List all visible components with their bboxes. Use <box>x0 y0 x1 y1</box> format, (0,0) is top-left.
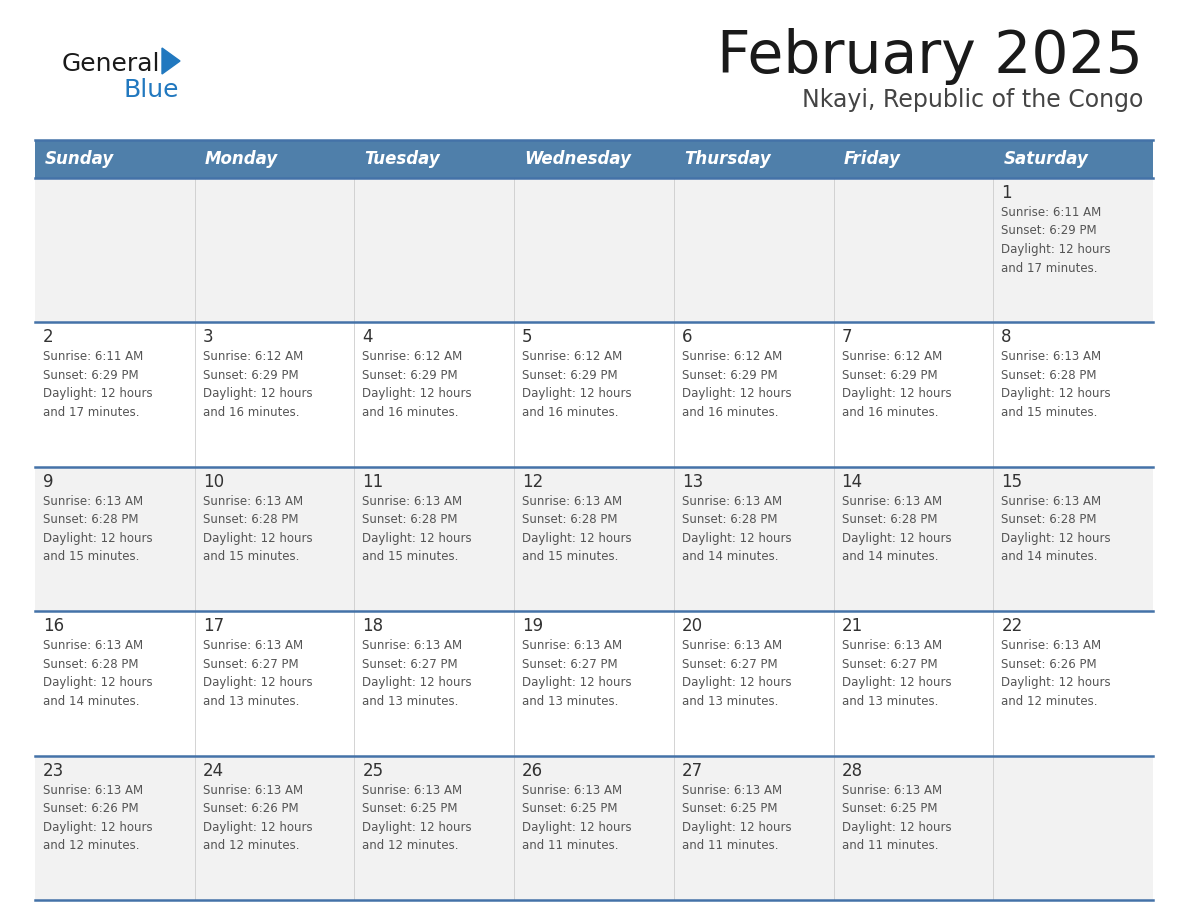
Text: 7: 7 <box>841 329 852 346</box>
Text: 2: 2 <box>43 329 53 346</box>
Text: Sunrise: 6:12 AM
Sunset: 6:29 PM
Daylight: 12 hours
and 16 minutes.: Sunrise: 6:12 AM Sunset: 6:29 PM Dayligh… <box>362 351 472 419</box>
Text: Sunrise: 6:13 AM
Sunset: 6:28 PM
Daylight: 12 hours
and 15 minutes.: Sunrise: 6:13 AM Sunset: 6:28 PM Dayligh… <box>203 495 312 564</box>
Text: Sunrise: 6:13 AM
Sunset: 6:26 PM
Daylight: 12 hours
and 12 minutes.: Sunrise: 6:13 AM Sunset: 6:26 PM Dayligh… <box>1001 639 1111 708</box>
Text: 26: 26 <box>523 762 543 779</box>
Text: Sunrise: 6:13 AM
Sunset: 6:28 PM
Daylight: 12 hours
and 14 minutes.: Sunrise: 6:13 AM Sunset: 6:28 PM Dayligh… <box>1001 495 1111 564</box>
Text: 16: 16 <box>43 617 64 635</box>
Text: Sunrise: 6:13 AM
Sunset: 6:28 PM
Daylight: 12 hours
and 14 minutes.: Sunrise: 6:13 AM Sunset: 6:28 PM Dayligh… <box>841 495 952 564</box>
Text: Sunrise: 6:13 AM
Sunset: 6:27 PM
Daylight: 12 hours
and 13 minutes.: Sunrise: 6:13 AM Sunset: 6:27 PM Dayligh… <box>523 639 632 708</box>
Text: Nkayi, Republic of the Congo: Nkayi, Republic of the Congo <box>802 88 1143 112</box>
Text: 10: 10 <box>203 473 223 491</box>
Text: Sunrise: 6:13 AM
Sunset: 6:27 PM
Daylight: 12 hours
and 13 minutes.: Sunrise: 6:13 AM Sunset: 6:27 PM Dayligh… <box>682 639 791 708</box>
Text: Blue: Blue <box>124 78 179 102</box>
Text: Sunrise: 6:13 AM
Sunset: 6:25 PM
Daylight: 12 hours
and 12 minutes.: Sunrise: 6:13 AM Sunset: 6:25 PM Dayligh… <box>362 784 472 852</box>
Bar <box>34 756 1154 900</box>
Bar <box>34 611 1154 756</box>
Text: Sunrise: 6:13 AM
Sunset: 6:27 PM
Daylight: 12 hours
and 13 minutes.: Sunrise: 6:13 AM Sunset: 6:27 PM Dayligh… <box>203 639 312 708</box>
Text: 20: 20 <box>682 617 703 635</box>
Text: Sunrise: 6:13 AM
Sunset: 6:28 PM
Daylight: 12 hours
and 14 minutes.: Sunrise: 6:13 AM Sunset: 6:28 PM Dayligh… <box>682 495 791 564</box>
Text: 6: 6 <box>682 329 693 346</box>
Text: 18: 18 <box>362 617 384 635</box>
Text: 23: 23 <box>43 762 64 779</box>
Text: Sunrise: 6:12 AM
Sunset: 6:29 PM
Daylight: 12 hours
and 16 minutes.: Sunrise: 6:12 AM Sunset: 6:29 PM Dayligh… <box>841 351 952 419</box>
Bar <box>34 140 1154 178</box>
Text: Sunrise: 6:13 AM
Sunset: 6:25 PM
Daylight: 12 hours
and 11 minutes.: Sunrise: 6:13 AM Sunset: 6:25 PM Dayligh… <box>682 784 791 852</box>
Text: 28: 28 <box>841 762 862 779</box>
Text: 19: 19 <box>523 617 543 635</box>
Text: Sunrise: 6:13 AM
Sunset: 6:28 PM
Daylight: 12 hours
and 15 minutes.: Sunrise: 6:13 AM Sunset: 6:28 PM Dayligh… <box>362 495 472 564</box>
Text: 4: 4 <box>362 329 373 346</box>
Text: 22: 22 <box>1001 617 1023 635</box>
Text: 17: 17 <box>203 617 223 635</box>
Text: 11: 11 <box>362 473 384 491</box>
Text: Tuesday: Tuesday <box>365 150 441 168</box>
Text: 25: 25 <box>362 762 384 779</box>
Text: 12: 12 <box>523 473 543 491</box>
Text: Sunday: Sunday <box>45 150 114 168</box>
Text: Sunrise: 6:13 AM
Sunset: 6:28 PM
Daylight: 12 hours
and 14 minutes.: Sunrise: 6:13 AM Sunset: 6:28 PM Dayligh… <box>43 639 152 708</box>
Bar <box>34 178 1154 322</box>
Text: Sunrise: 6:12 AM
Sunset: 6:29 PM
Daylight: 12 hours
and 16 minutes.: Sunrise: 6:12 AM Sunset: 6:29 PM Dayligh… <box>523 351 632 419</box>
Text: Sunrise: 6:13 AM
Sunset: 6:26 PM
Daylight: 12 hours
and 12 minutes.: Sunrise: 6:13 AM Sunset: 6:26 PM Dayligh… <box>43 784 152 852</box>
Text: 8: 8 <box>1001 329 1012 346</box>
Text: 5: 5 <box>523 329 532 346</box>
Text: Wednesday: Wednesday <box>524 150 631 168</box>
Text: Sunrise: 6:13 AM
Sunset: 6:27 PM
Daylight: 12 hours
and 13 minutes.: Sunrise: 6:13 AM Sunset: 6:27 PM Dayligh… <box>841 639 952 708</box>
Text: 24: 24 <box>203 762 223 779</box>
Text: 3: 3 <box>203 329 214 346</box>
Text: Monday: Monday <box>204 150 278 168</box>
Text: 14: 14 <box>841 473 862 491</box>
Text: Sunrise: 6:13 AM
Sunset: 6:28 PM
Daylight: 12 hours
and 15 minutes.: Sunrise: 6:13 AM Sunset: 6:28 PM Dayligh… <box>43 495 152 564</box>
Text: Thursday: Thursday <box>684 150 771 168</box>
Text: 13: 13 <box>682 473 703 491</box>
Text: 1: 1 <box>1001 184 1012 202</box>
Text: Saturday: Saturday <box>1004 150 1088 168</box>
Text: Sunrise: 6:12 AM
Sunset: 6:29 PM
Daylight: 12 hours
and 16 minutes.: Sunrise: 6:12 AM Sunset: 6:29 PM Dayligh… <box>682 351 791 419</box>
Text: February 2025: February 2025 <box>718 28 1143 85</box>
Text: 9: 9 <box>43 473 53 491</box>
Text: 27: 27 <box>682 762 703 779</box>
Bar <box>34 466 1154 611</box>
Text: Sunrise: 6:12 AM
Sunset: 6:29 PM
Daylight: 12 hours
and 16 minutes.: Sunrise: 6:12 AM Sunset: 6:29 PM Dayligh… <box>203 351 312 419</box>
Text: Friday: Friday <box>843 150 901 168</box>
Text: Sunrise: 6:13 AM
Sunset: 6:28 PM
Daylight: 12 hours
and 15 minutes.: Sunrise: 6:13 AM Sunset: 6:28 PM Dayligh… <box>523 495 632 564</box>
Text: Sunrise: 6:13 AM
Sunset: 6:25 PM
Daylight: 12 hours
and 11 minutes.: Sunrise: 6:13 AM Sunset: 6:25 PM Dayligh… <box>523 784 632 852</box>
Text: General: General <box>62 52 160 76</box>
Text: Sunrise: 6:13 AM
Sunset: 6:25 PM
Daylight: 12 hours
and 11 minutes.: Sunrise: 6:13 AM Sunset: 6:25 PM Dayligh… <box>841 784 952 852</box>
Text: 21: 21 <box>841 617 862 635</box>
Text: 15: 15 <box>1001 473 1023 491</box>
Text: Sunrise: 6:13 AM
Sunset: 6:27 PM
Daylight: 12 hours
and 13 minutes.: Sunrise: 6:13 AM Sunset: 6:27 PM Dayligh… <box>362 639 472 708</box>
Text: Sunrise: 6:11 AM
Sunset: 6:29 PM
Daylight: 12 hours
and 17 minutes.: Sunrise: 6:11 AM Sunset: 6:29 PM Dayligh… <box>43 351 152 419</box>
Polygon shape <box>162 48 181 74</box>
Text: Sunrise: 6:13 AM
Sunset: 6:26 PM
Daylight: 12 hours
and 12 minutes.: Sunrise: 6:13 AM Sunset: 6:26 PM Dayligh… <box>203 784 312 852</box>
Bar <box>34 322 1154 466</box>
Text: Sunrise: 6:11 AM
Sunset: 6:29 PM
Daylight: 12 hours
and 17 minutes.: Sunrise: 6:11 AM Sunset: 6:29 PM Dayligh… <box>1001 206 1111 274</box>
Text: Sunrise: 6:13 AM
Sunset: 6:28 PM
Daylight: 12 hours
and 15 minutes.: Sunrise: 6:13 AM Sunset: 6:28 PM Dayligh… <box>1001 351 1111 419</box>
